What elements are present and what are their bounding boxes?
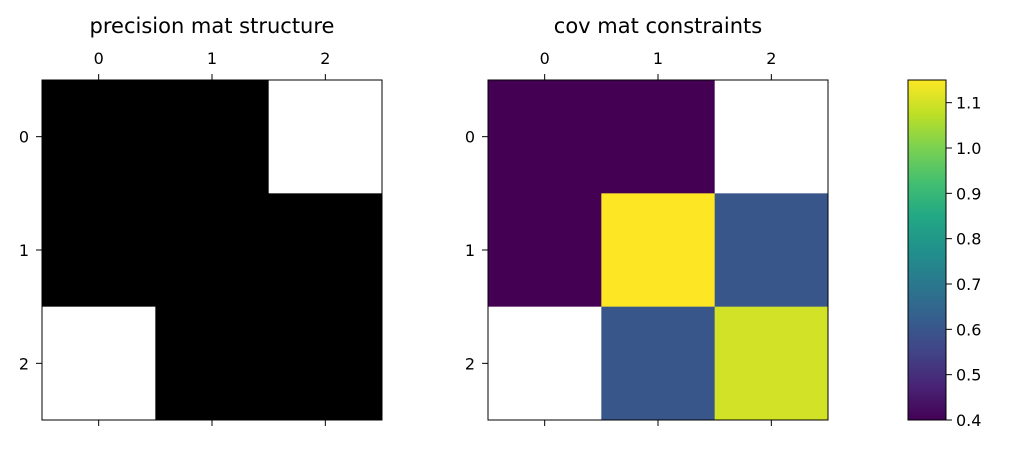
colorbar-tick-label: 0.5 [956,366,981,385]
covariance-title: cov mat constraints [554,14,762,38]
heatmap-cell-0-0 [42,80,156,194]
covariance-ticks: 0 1 2 0 1 2 [465,49,776,426]
colorbar-tick-label: 0.6 [956,320,981,339]
colorbar-gradient [907,79,947,421]
colorbar-tick-label: 0.7 [956,275,981,294]
heatmap-cell-0-0 [488,80,602,194]
x-tick-label: 2 [320,49,330,68]
heatmap-cell-1-1 [155,193,270,308]
x-tick-label: 0 [540,49,550,68]
colorbar-tick-label: 0.4 [956,411,981,430]
heatmap-cell-0-2 [268,80,383,194]
precision-heatmap: precision mat structure 0 1 2 0 1 2 [19,14,383,426]
colorbar-tick-label: 1.0 [956,139,981,158]
covariance-cells [488,80,829,421]
heatmap-cell-2-1 [155,306,270,421]
heatmap-cell-1-2 [714,193,829,308]
heatmap-cell-1-2 [268,193,383,308]
x-tick-label: 1 [653,49,663,68]
precision-cells [42,80,383,421]
y-tick-label: 1 [465,241,475,260]
heatmap-cell-1-0 [42,193,156,308]
colorbar-tick-label: 0.8 [956,230,981,249]
heatmap-cell-0-2 [714,80,829,194]
y-tick-label: 0 [19,128,29,147]
colorbar-tick-label: 0.9 [956,184,981,203]
heatmap-cell-2-0 [42,306,156,421]
x-tick-label: 1 [207,49,217,68]
y-tick-label: 0 [465,128,475,147]
heatmap-cell-2-0 [488,306,602,421]
heatmap-cell-1-1 [601,193,716,308]
heatmap-cell-2-2 [268,306,383,421]
y-tick-label: 2 [465,354,475,373]
precision-frame [41,79,383,421]
precision-ticks: 0 1 2 0 1 2 [19,49,330,426]
covariance-frame [487,79,829,421]
colorbar-tick-label: 1.1 [956,94,981,113]
x-tick-label: 0 [94,49,104,68]
heatmap-cell-1-0 [488,193,602,308]
colorbar: 0.4 0.5 0.6 0.7 0.8 0.9 1.0 1.1 [907,79,981,430]
heatmap-cell-0-1 [155,80,270,194]
precision-title: precision mat structure [90,14,335,38]
y-tick-label: 1 [19,241,29,260]
x-tick-label: 2 [766,49,776,68]
colorbar-ticks: 0.4 0.5 0.6 0.7 0.8 0.9 1.0 1.1 [946,94,981,430]
heatmap-cell-2-1 [601,306,716,421]
heatmap-cell-0-1 [601,80,716,194]
covariance-heatmap: cov mat constraints 0 1 2 0 1 2 [465,14,829,426]
heatmap-cell-2-2 [714,306,829,421]
y-tick-label: 2 [19,354,29,373]
